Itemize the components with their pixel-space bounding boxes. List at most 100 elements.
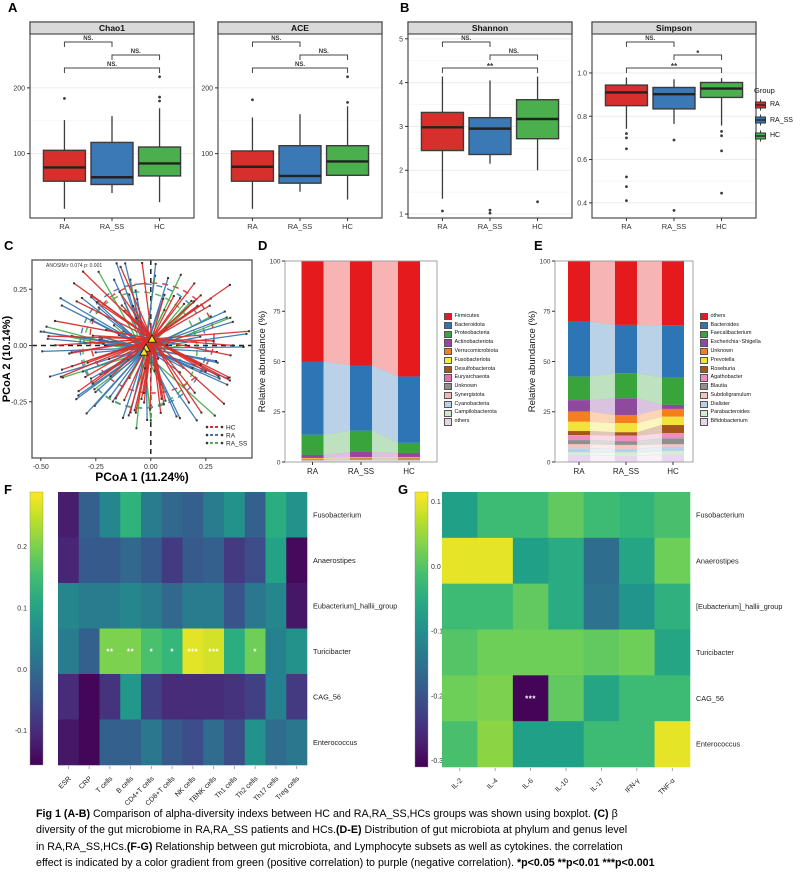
heatmap-cell xyxy=(78,583,100,629)
panel-header xyxy=(591,21,757,35)
heatmap-cell xyxy=(477,629,514,676)
group-legend-item: RA_SS xyxy=(754,114,800,126)
box-RA_SS xyxy=(652,86,696,110)
svg-text:RA_SS: RA_SS xyxy=(478,222,503,231)
column-label: IL-2 xyxy=(451,777,465,791)
significance-mark: *** xyxy=(187,647,198,656)
boxes xyxy=(420,76,560,215)
heatmap-cell xyxy=(141,492,163,538)
ace-boxplot: NS. NS. NS. ACE 100 200 RA RA_SS HC xyxy=(201,21,383,231)
heatmap-cell xyxy=(654,537,691,584)
legend-swatch xyxy=(444,392,452,400)
legend-swatch xyxy=(444,356,452,365)
heatmap-cell xyxy=(286,628,308,675)
genus-legend-item: Prevotella xyxy=(700,357,798,365)
bar-segment xyxy=(398,261,420,377)
bar-segment xyxy=(568,411,590,422)
heatmap-cell xyxy=(78,537,100,584)
phylum-legend-item: Bacteroidota xyxy=(444,322,530,329)
heatmap-cell xyxy=(244,628,266,675)
legend-swatch xyxy=(444,339,452,347)
significance-mark: *** xyxy=(208,647,219,656)
heatmap-cell xyxy=(141,628,163,675)
significance-mark: ** xyxy=(106,647,114,656)
heatmap-cell xyxy=(224,583,246,629)
heatmap-cell xyxy=(265,537,287,584)
phylum-legend-item: Proteobacteria xyxy=(444,331,530,338)
heatmap-cell xyxy=(182,719,204,766)
heatmap-cell xyxy=(99,537,121,584)
heatmap-cell xyxy=(161,674,183,720)
legend-label: Agathobacter xyxy=(710,374,743,381)
legend-swatch xyxy=(444,383,452,391)
panel-title: Chao1 xyxy=(99,23,125,33)
bar-segment xyxy=(398,442,420,453)
svg-text:-0.50: -0.50 xyxy=(33,464,49,471)
phylum-legend-item: Firmicutes xyxy=(444,313,530,321)
phylum-legend-item: Fusobacteriota xyxy=(444,356,530,365)
anosim-annotation: ANOSIM:r 0.074 p: 0.001 xyxy=(46,263,102,269)
heatmap-cell xyxy=(442,721,478,768)
heatmap-cell xyxy=(442,629,478,676)
significance-brackets: NS. NS. NS. xyxy=(63,36,161,73)
legend-swatch xyxy=(700,392,708,400)
heatmap-cell xyxy=(442,537,478,584)
heatmap-cell xyxy=(161,492,183,538)
group-legend-item: RA xyxy=(754,99,800,111)
svg-text:0: 0 xyxy=(547,459,551,466)
heatmap-cell xyxy=(78,628,100,675)
heatmap-cell xyxy=(512,492,549,539)
svg-text:0.8: 0.8 xyxy=(577,114,587,121)
legend-swatch xyxy=(444,313,452,321)
legend-label: Fusobacteriota xyxy=(454,356,491,363)
lymphocyte-heatmap: 0.20.10.0-0.1** ** * * *** *** *FusobacteriumA… xyxy=(15,491,397,807)
svg-text:200: 200 xyxy=(201,85,213,92)
heatmap-cell xyxy=(141,719,163,766)
heatmap-cell xyxy=(120,537,142,584)
legend-label: Escherichia~Shigella xyxy=(710,339,761,346)
row-label: Anaerostipes xyxy=(313,556,356,565)
caption-line: diversity of the gut microbiome in RA,RA… xyxy=(36,822,794,838)
heatmap-cell xyxy=(99,492,121,538)
column-label: IFN-γ xyxy=(624,777,641,794)
caption-text-run: β xyxy=(608,808,618,820)
caption-line: effect is indicated by a color gradient … xyxy=(36,855,794,871)
heatmap-cell xyxy=(286,674,308,720)
genus-legend-item: Parabacteroides xyxy=(700,410,798,417)
heatmap-cell xyxy=(265,674,287,720)
svg-text:1: 1 xyxy=(399,212,403,219)
genus-legend-item: Escherichia~Shigella xyxy=(700,339,798,347)
bar-segment xyxy=(662,416,684,426)
bar-segment xyxy=(398,452,420,457)
pcoa-legend-label: RA_SS xyxy=(226,440,248,447)
heatmap-cell xyxy=(583,721,620,768)
heatmap-cell xyxy=(442,583,478,630)
legend-label: Bifidobacterium xyxy=(710,418,748,425)
svg-text:RA: RA xyxy=(437,222,447,231)
svg-text:0.0: 0.0 xyxy=(431,564,441,571)
heatmap-cell xyxy=(512,721,549,768)
heatmap-cell xyxy=(654,492,691,539)
caption-bold-run: Fig 1 (A-B) xyxy=(36,808,91,820)
svg-text:-0.2: -0.2 xyxy=(431,693,443,700)
genus-legend: others Bacteroides Faecalibacterium Escheri… xyxy=(700,313,798,427)
svg-text:4: 4 xyxy=(399,80,403,87)
colorbar xyxy=(414,491,429,768)
panel-label-d: D xyxy=(258,238,268,253)
bar-segment xyxy=(350,430,372,452)
heatmap-cell xyxy=(244,674,266,720)
bar-segment xyxy=(350,451,372,457)
bar-segment xyxy=(568,444,590,449)
heatmap-cell xyxy=(654,629,691,676)
panel-label-c: C xyxy=(4,238,14,253)
y-axis-title: Relative abundance (%) xyxy=(257,311,268,412)
svg-text:75: 75 xyxy=(543,309,551,316)
caption-bold-run: (D-E) xyxy=(335,824,362,837)
bar-segment xyxy=(398,376,420,443)
significance-mark: * xyxy=(150,647,154,656)
heatmap-cell xyxy=(141,674,163,720)
genus-legend-item: Faecalibacterium xyxy=(700,331,798,338)
svg-text:**: ** xyxy=(671,62,678,71)
significance-brackets: NS. NS. ** xyxy=(441,36,539,73)
stacked-bars xyxy=(301,261,420,462)
